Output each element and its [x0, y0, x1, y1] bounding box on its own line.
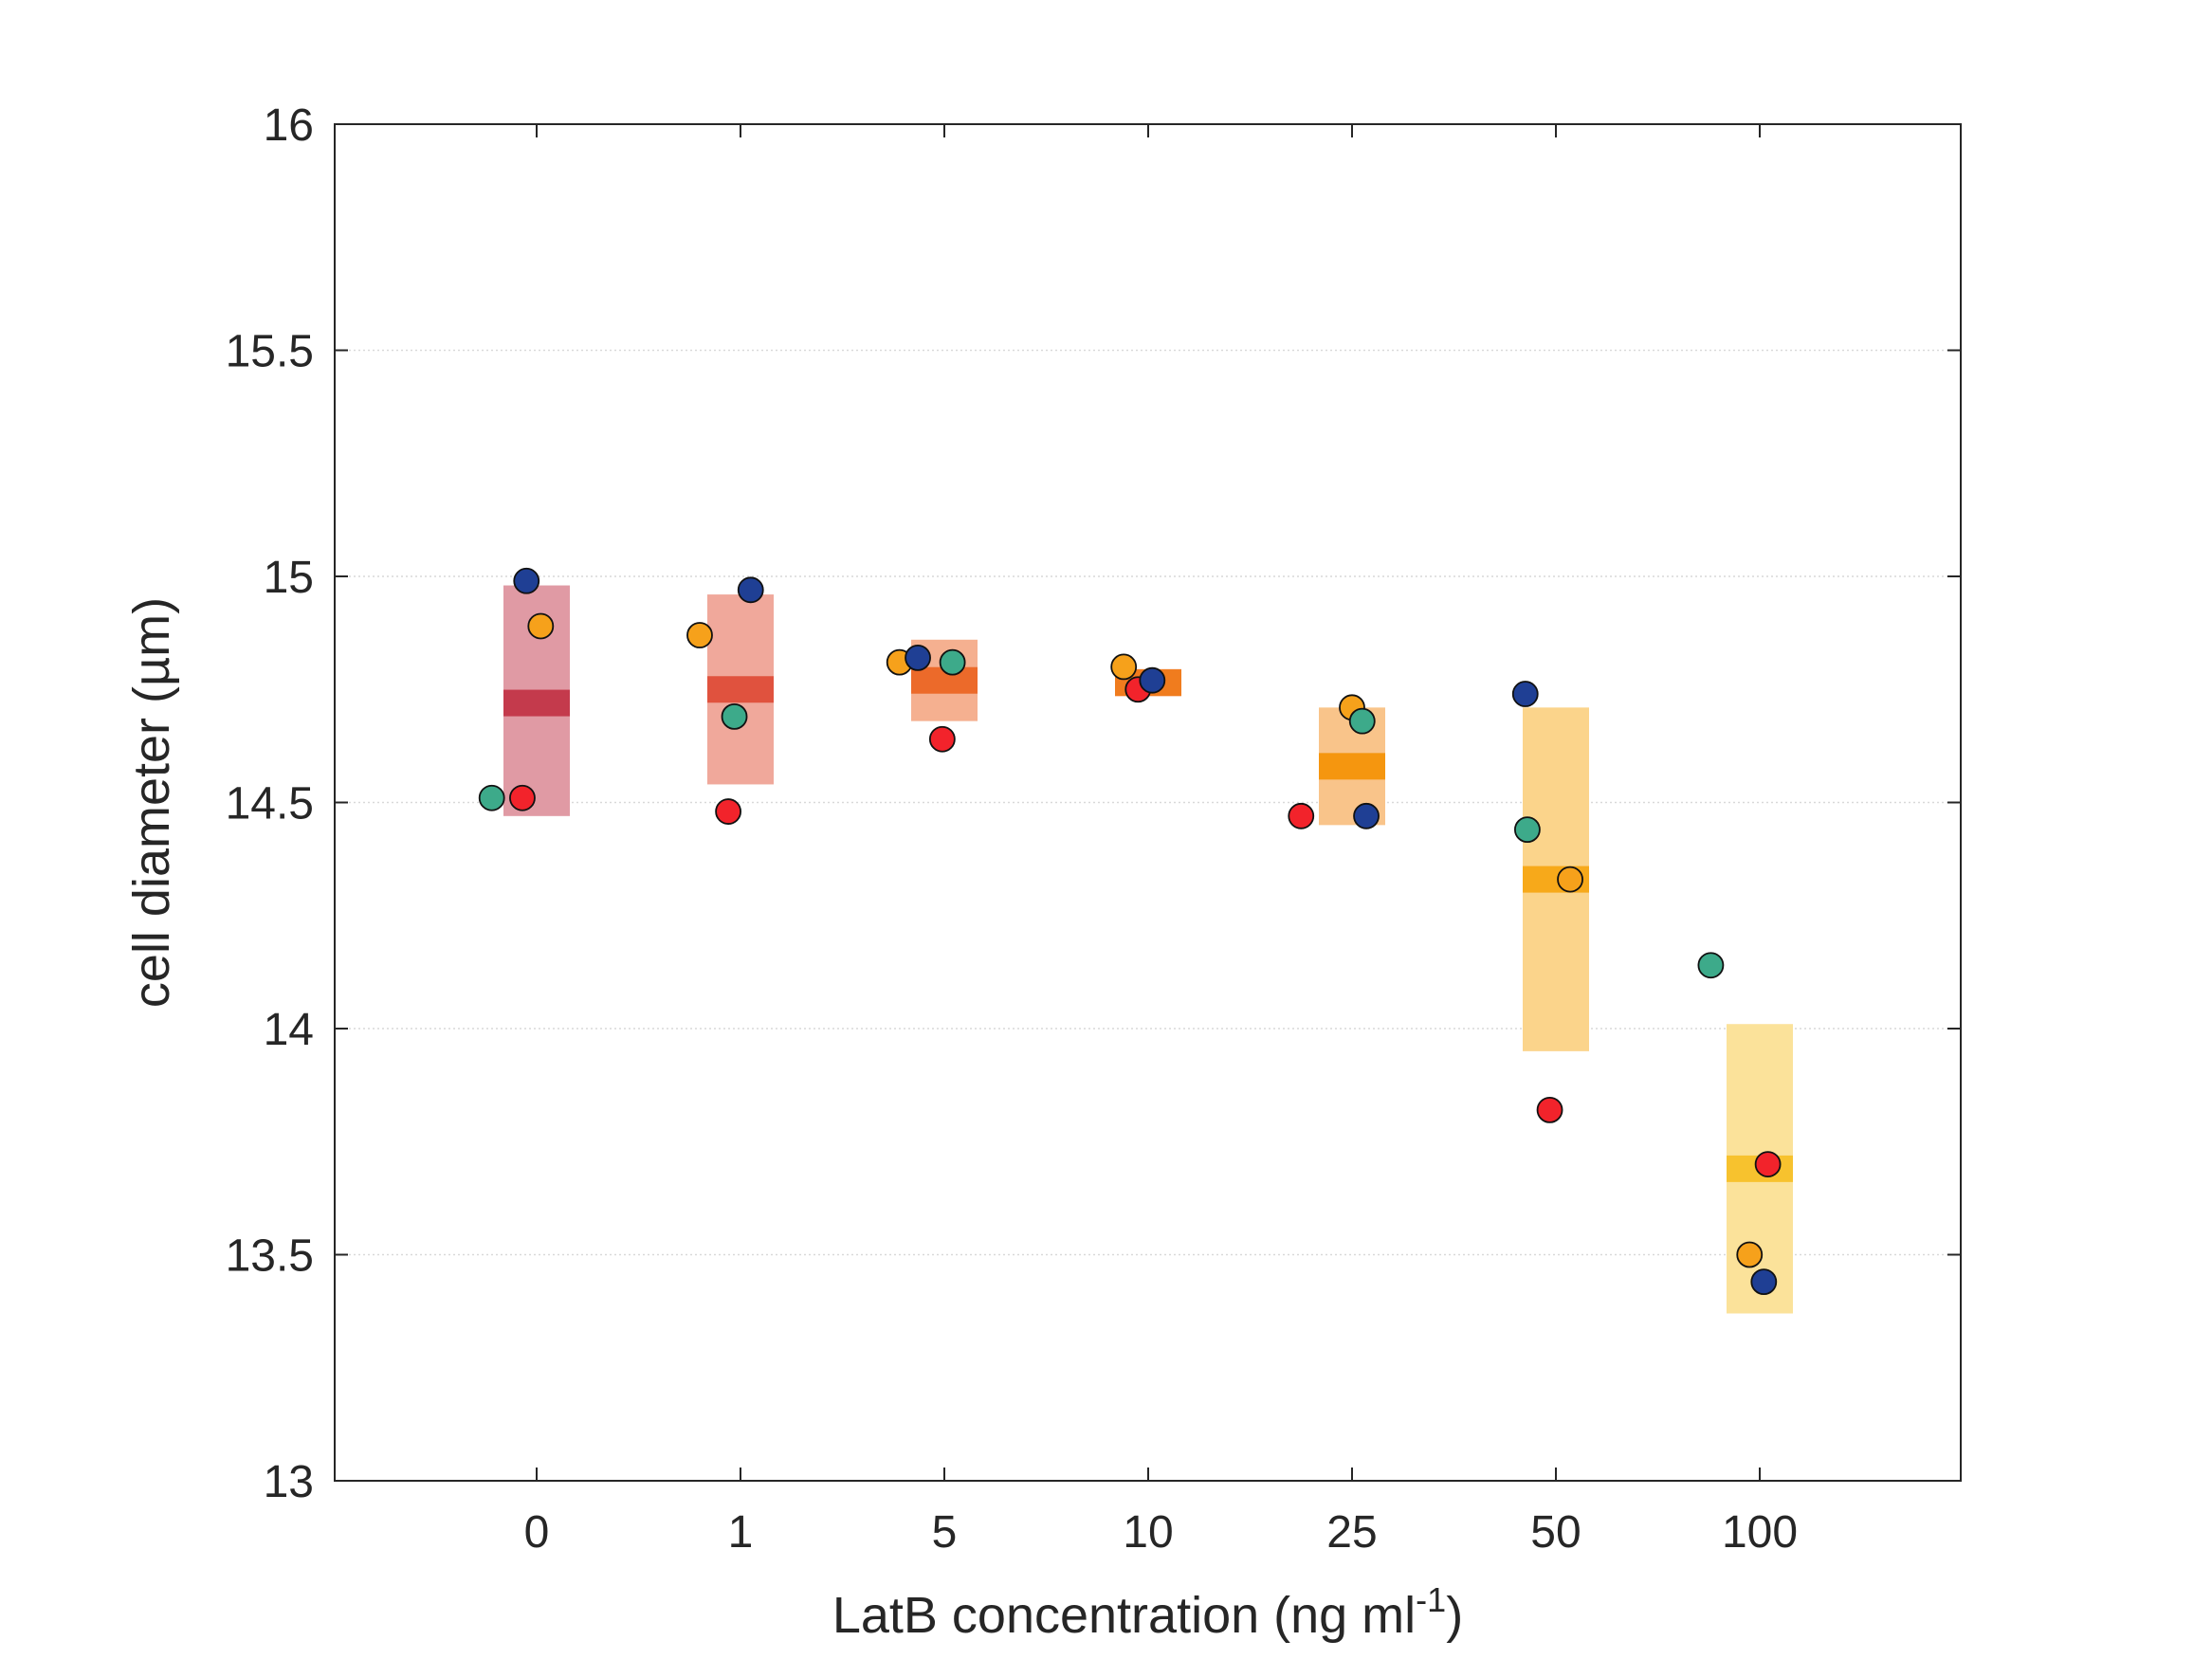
y-tick-label: 14: [264, 1005, 314, 1055]
y-tick-label: 13: [264, 1457, 314, 1507]
y-tick-label: 15.5: [226, 327, 314, 377]
y-tick-label: 13.5: [226, 1231, 314, 1282]
data-points: [478, 567, 1782, 1296]
data-point: [527, 612, 555, 640]
x-tick-label: 100: [1722, 1507, 1798, 1558]
data-point: [939, 648, 966, 676]
data-point: [1139, 666, 1166, 694]
x-axis-label: LatB concentration (ng ml-1): [832, 1580, 1463, 1644]
mean-bar: [707, 676, 774, 703]
axis-ticks: [335, 123, 1961, 1482]
x-tick-label: 5: [932, 1507, 958, 1558]
data-point: [928, 725, 956, 753]
data-point: [1754, 1151, 1782, 1177]
x-tick-labels: 0 1 5 10 25 50 100: [524, 1507, 1798, 1558]
mean-bar: [503, 689, 570, 717]
mean-bars: [503, 666, 1793, 1182]
data-point: [715, 798, 741, 825]
gridlines: [335, 349, 1961, 1256]
data-point: [1750, 1268, 1778, 1296]
data-point: [513, 567, 540, 594]
x-tick-label: 10: [1123, 1507, 1173, 1558]
data-point: [509, 784, 536, 811]
data-point: [737, 576, 764, 604]
x-axis-label-superscript: -1: [1416, 1580, 1446, 1619]
data-point: [1736, 1241, 1764, 1268]
y-tick-label: 16: [264, 100, 314, 151]
data-point: [1353, 802, 1380, 830]
data-point: [1697, 952, 1725, 979]
y-tick-label: 15: [264, 553, 314, 603]
data-point: [1511, 681, 1539, 707]
x-tick-label: 25: [1326, 1507, 1377, 1558]
data-point: [1557, 866, 1583, 893]
data-point: [478, 784, 505, 811]
y-axis-label: cell diameter (µm): [123, 597, 180, 1008]
x-axis-label-main: LatB concentration (ng ml: [832, 1587, 1416, 1644]
data-point: [1536, 1096, 1563, 1123]
data-point: [686, 622, 713, 648]
x-tick-label: 1: [728, 1507, 754, 1558]
mean-bar: [1319, 753, 1385, 780]
x-tick-label: 0: [524, 1507, 550, 1558]
data-point: [721, 702, 748, 730]
data-point: [1288, 802, 1315, 830]
y-tick-labels: 13 13.5 14 14.5 15 15.5 16: [226, 100, 314, 1507]
y-tick-label: 14.5: [226, 779, 314, 830]
data-point: [905, 644, 931, 671]
data-point: [1110, 653, 1138, 681]
x-axis-label-suffix: ): [1446, 1587, 1463, 1644]
x-tick-label: 50: [1530, 1507, 1581, 1558]
data-point: [1514, 816, 1541, 844]
data-point: [1348, 707, 1376, 735]
